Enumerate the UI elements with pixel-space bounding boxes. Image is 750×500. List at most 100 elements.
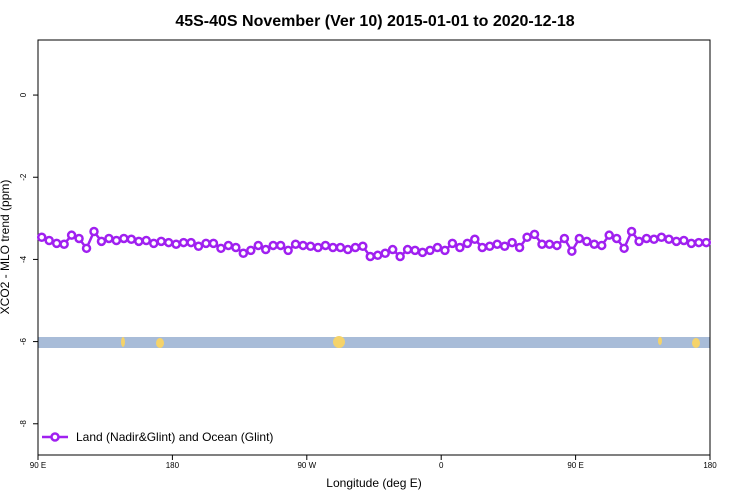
land-spot	[121, 337, 125, 347]
point	[470, 234, 480, 245]
point	[507, 237, 517, 248]
point	[163, 237, 174, 248]
point	[126, 234, 137, 245]
plot-frame	[37, 39, 711, 456]
point	[544, 239, 555, 249]
y-tick-label: -4	[19, 255, 28, 263]
point	[582, 236, 592, 247]
point	[193, 241, 204, 252]
point	[66, 230, 77, 240]
point	[619, 243, 629, 254]
point	[358, 241, 368, 252]
point	[440, 245, 450, 256]
point	[298, 240, 308, 251]
chart-title: 45S-40S November (Ver 10) 2015-01-01 to …	[175, 13, 574, 30]
point	[596, 240, 607, 251]
point	[559, 233, 570, 244]
point	[238, 248, 249, 259]
point	[574, 233, 585, 244]
point	[134, 236, 144, 247]
y-axis-label: XCO2 - MLO trend (ppm)	[0, 180, 12, 315]
point	[395, 251, 405, 262]
point	[425, 245, 435, 256]
point	[44, 235, 54, 246]
legend-marker	[50, 432, 60, 442]
point	[96, 236, 107, 247]
point	[686, 238, 697, 249]
point	[402, 244, 413, 255]
point	[499, 241, 510, 252]
point	[417, 247, 428, 258]
point	[335, 242, 346, 253]
land-spot	[658, 337, 662, 345]
point	[477, 242, 488, 253]
point	[36, 232, 47, 242]
point	[626, 226, 637, 237]
x-tick-label: 180	[166, 461, 180, 470]
point	[552, 240, 562, 251]
point	[484, 241, 495, 252]
point	[148, 238, 159, 249]
y-tick-label: -2	[19, 173, 28, 181]
point	[313, 242, 323, 253]
point	[231, 242, 241, 253]
point	[89, 226, 99, 237]
point	[290, 239, 301, 249]
surface-strip	[38, 336, 710, 348]
point	[104, 233, 114, 244]
point	[634, 236, 644, 247]
point	[111, 235, 122, 246]
point	[208, 238, 219, 249]
point	[514, 242, 525, 253]
point	[372, 250, 383, 261]
point	[447, 238, 458, 249]
point	[641, 233, 652, 244]
point	[268, 240, 278, 251]
point	[365, 251, 376, 262]
x-tick-label: 90 W	[297, 461, 316, 470]
land-spot	[156, 338, 164, 348]
point	[410, 245, 420, 256]
point	[694, 237, 704, 248]
point	[522, 232, 532, 242]
x-tick-label: 90 E	[30, 461, 46, 470]
point	[275, 240, 286, 251]
legend-label: Land (Nadir&Glint) and Ocean (Glint)	[76, 430, 273, 444]
point	[216, 243, 226, 254]
point	[59, 239, 69, 249]
point	[246, 245, 256, 256]
point	[320, 240, 331, 251]
point	[656, 232, 667, 242]
point	[529, 229, 540, 240]
point	[671, 236, 682, 247]
point	[537, 239, 547, 249]
point	[664, 234, 674, 245]
point	[432, 242, 443, 253]
x-tick-label: 180	[703, 461, 717, 470]
land-spot	[692, 338, 700, 348]
point	[350, 242, 361, 253]
y-tick-label: 0	[19, 92, 28, 97]
point	[141, 235, 152, 246]
point	[343, 244, 353, 255]
point	[260, 244, 271, 255]
point	[679, 235, 689, 246]
point	[223, 240, 234, 251]
point	[589, 239, 600, 249]
point	[119, 233, 129, 244]
point	[604, 230, 614, 240]
x-tick-label: 90 E	[567, 461, 583, 470]
point	[178, 237, 189, 248]
point	[74, 233, 84, 244]
point	[156, 236, 166, 247]
point	[81, 243, 92, 254]
land-spot	[333, 336, 345, 348]
point	[328, 242, 338, 253]
point	[387, 244, 398, 255]
x-tick-label: 0	[439, 461, 444, 470]
point	[462, 238, 473, 249]
y-tick-label: -6	[19, 337, 28, 345]
point	[380, 248, 390, 259]
